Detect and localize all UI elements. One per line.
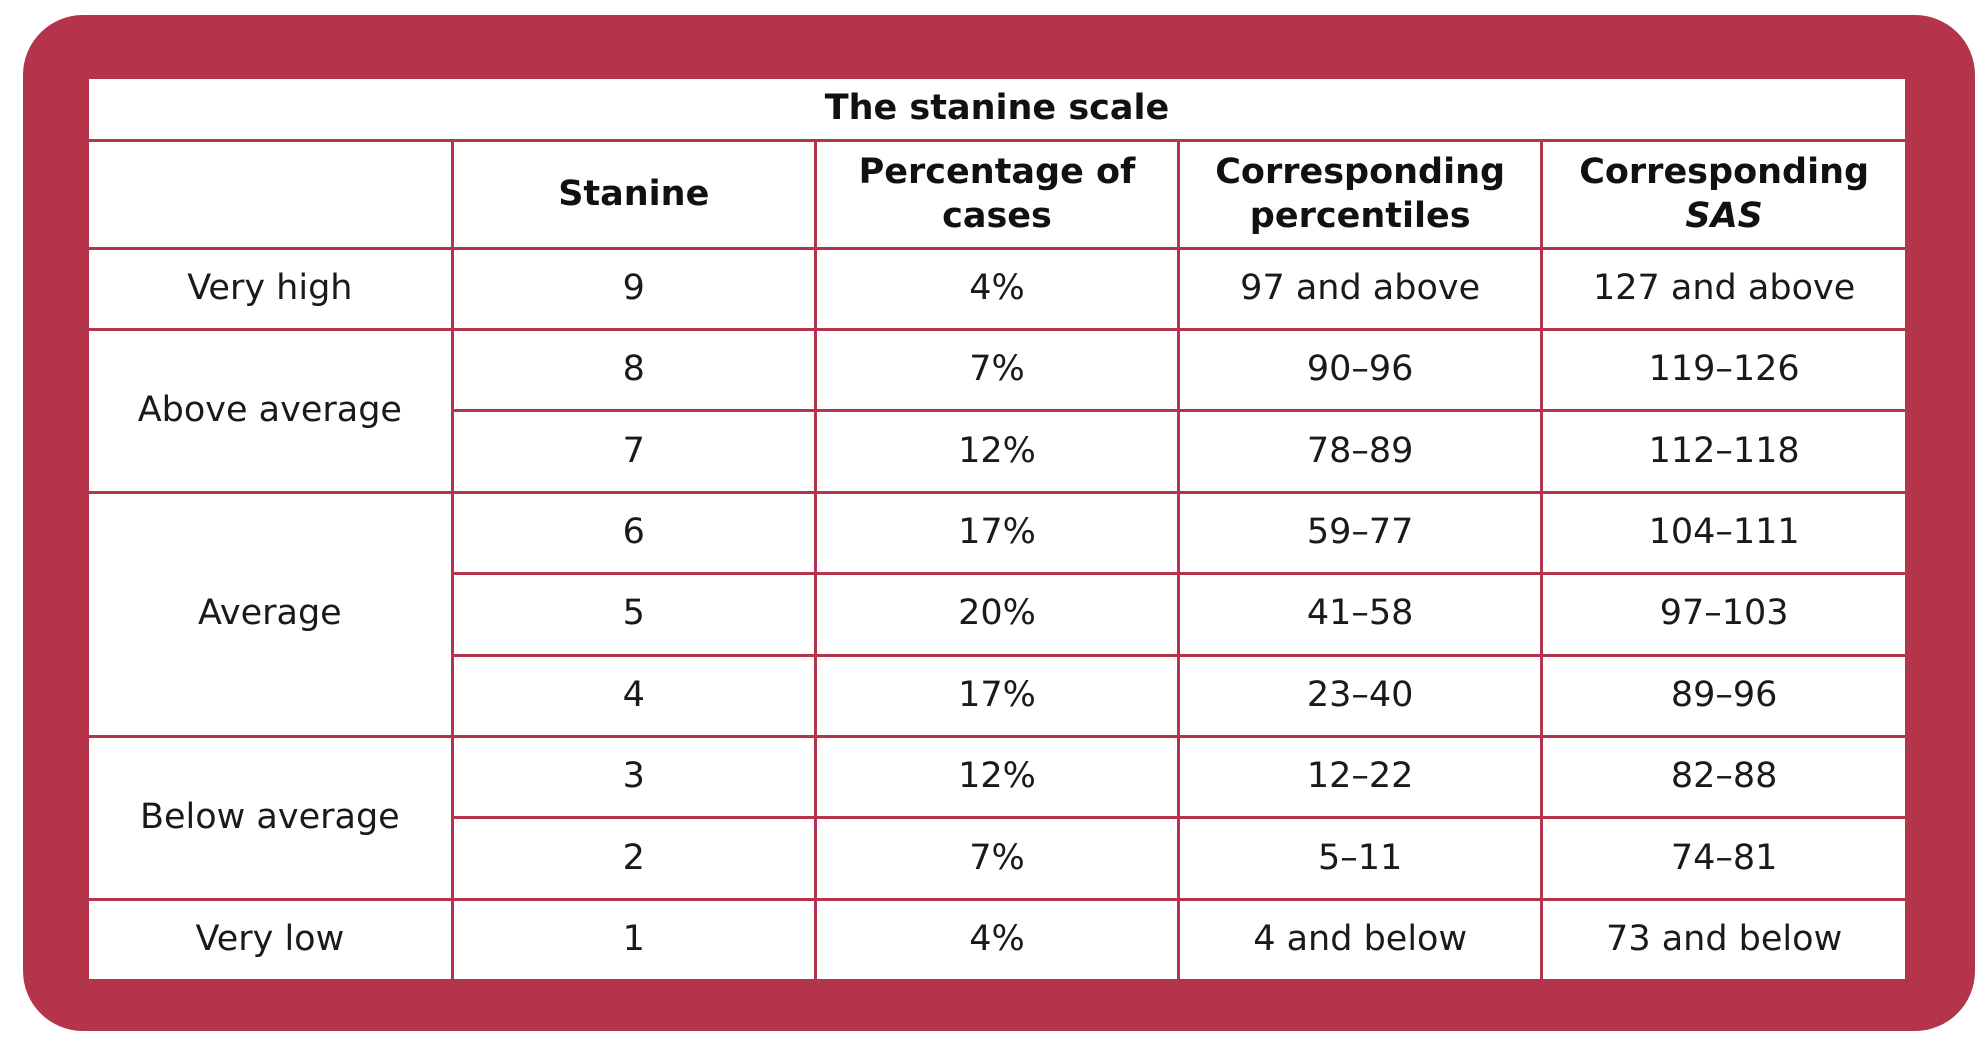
cell-percentage: 17%	[813, 653, 1181, 738]
cell-stanine: 8	[450, 328, 817, 413]
cell-sas: 119–126	[1540, 328, 1905, 413]
cell-stanine: 1	[450, 897, 817, 979]
header-percentage: Percentage of cases	[813, 139, 1181, 250]
cell-sas: 73 and below	[1540, 897, 1905, 979]
group-label-average: Average	[89, 490, 454, 738]
table-row: 4 17% 23–40 89–96	[89, 653, 1905, 738]
cell-stanine: 9	[450, 246, 817, 332]
cell-percentage: 7%	[813, 328, 1181, 413]
cell-sas: 82–88	[1540, 734, 1905, 820]
cell-percentiles: 12–22	[1177, 734, 1544, 820]
table-row: 2 7% 5–11 74–81	[89, 816, 1905, 901]
cell-percentiles: 59–77	[1177, 490, 1544, 576]
cell-percentiles: 4 and below	[1177, 897, 1544, 979]
group-label-above-average: Above average	[89, 328, 454, 494]
cell-percentiles: 5–11	[1177, 816, 1544, 901]
cell-percentiles: 41–58	[1177, 572, 1544, 657]
cell-percentage: 17%	[813, 490, 1181, 576]
group-label-very-low: Very low	[89, 897, 454, 979]
cell-percentage: 12%	[813, 409, 1181, 494]
cell-stanine: 7	[452, 409, 817, 494]
table-row: Below average 3 12% 12–22 82–88	[89, 734, 1905, 901]
cell-percentage: 7%	[813, 816, 1181, 901]
stanine-table: The stanine scale Stanine Percentage of c…	[89, 79, 1905, 979]
header-percentiles: Corresponding percentiles	[1177, 139, 1544, 250]
cell-sas: 104–111	[1540, 490, 1905, 576]
group-label-below-average: Below average	[89, 734, 454, 901]
table-row: Very high 9 4% 97 and above 127 and abov…	[89, 246, 1905, 332]
header-stanine: Stanine	[450, 139, 817, 250]
header-sas-line1: Corresponding	[1579, 151, 1870, 192]
header-sas: Corresponding SAS	[1540, 139, 1905, 250]
cell-stanine: 5	[452, 572, 817, 657]
header-percentage-line2: cases	[942, 195, 1052, 236]
cell-percentiles: 78–89	[1177, 409, 1544, 494]
table-row: Very low 1 4% 4 and below 73 and below	[89, 897, 1905, 979]
cell-percentiles: 90–96	[1177, 328, 1544, 413]
cell-percentiles: 23–40	[1177, 653, 1544, 738]
table-row: 7 12% 78–89 112–118	[89, 409, 1905, 494]
cell-sas: 97–103	[1540, 572, 1905, 657]
table-row: Above average 8 7% 90–96 119–126	[89, 328, 1905, 494]
cell-sas: 74–81	[1540, 816, 1905, 901]
cell-percentage: 12%	[813, 734, 1181, 820]
table-row: 5 20% 41–58 97–103	[89, 572, 1905, 657]
cell-percentage: 20%	[813, 572, 1181, 657]
header-percentage-line1: Percentage of	[858, 151, 1136, 192]
header-percentiles-line2: percentiles	[1249, 195, 1471, 236]
cell-sas: 112–118	[1540, 409, 1905, 494]
cell-sas: 127 and above	[1540, 246, 1905, 332]
cell-stanine: 3	[450, 734, 817, 820]
header-percentiles-line1: Corresponding	[1215, 151, 1506, 192]
cell-sas: 89–96	[1540, 653, 1905, 738]
cell-stanine: 2	[452, 816, 817, 901]
cell-percentage: 4%	[813, 897, 1181, 979]
table-title: The stanine scale	[89, 79, 1905, 143]
cell-percentiles: 97 and above	[1177, 246, 1544, 332]
cell-stanine: 6	[450, 490, 817, 576]
group-label-very-high: Very high	[89, 246, 454, 332]
table-row: Average 6 17% 59–77 104–111	[89, 490, 1905, 738]
header-sas-line2: SAS	[1685, 195, 1763, 236]
cell-stanine: 4	[452, 653, 817, 738]
cell-percentage: 4%	[813, 246, 1181, 332]
header-empty	[89, 139, 454, 250]
stanine-table-container: The stanine scale Stanine Percentage of c…	[89, 79, 1905, 979]
